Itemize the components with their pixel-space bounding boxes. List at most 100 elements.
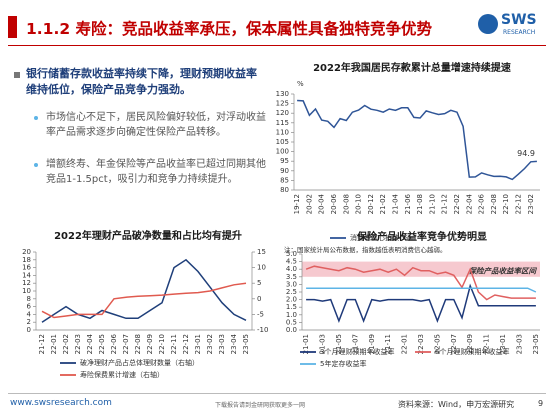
y-tick-label: 3.0 (286, 280, 297, 288)
bullet-dot (34, 116, 38, 120)
series-line (305, 265, 536, 301)
x-tick-label: 22-02 (453, 194, 461, 214)
y-tick-label: -10 (257, 326, 268, 334)
x-tick-label: 22-11 (483, 334, 491, 354)
x-tick-label: 22-09 (146, 334, 154, 354)
footer-rule (8, 393, 546, 394)
y-tick-label: 16 (22, 264, 31, 272)
series-line (297, 99, 537, 181)
x-tick-label: 21-05 (335, 334, 343, 354)
legend-label: 寿险保费累计增速（右轴） (80, 370, 164, 379)
y-tick-label: 105 (276, 138, 289, 146)
y-tick-label: 125 (276, 100, 289, 108)
slide-title: 1.1.2 寿险：竞品收益率承压，保本属性具备独特竞争优势 (26, 20, 433, 38)
y-tick-label: 1.5 (286, 303, 297, 311)
summary-bullet: 市场信心不足下，居民风险偏好较低，对浮动收益率产品需求逐步向确定性保险产品转移。 (46, 112, 266, 138)
x-tick-label: 20-04 (318, 193, 326, 214)
yield-band (302, 261, 540, 277)
x-tick-label: 22-05 (98, 334, 106, 354)
x-tick-label: 21-08 (416, 194, 424, 214)
y-tick-label: 130 (276, 90, 289, 98)
series-line (41, 282, 247, 319)
annotation: 保险产品收益率区间 (469, 267, 538, 276)
y-tick-label: 18 (22, 256, 31, 264)
y-tick-label: 0 (257, 295, 261, 303)
x-tick-label: 22-09 (466, 334, 474, 354)
x-tick-label: 22-08 (490, 194, 498, 214)
y-tick-label: 20 (22, 248, 31, 256)
y-tick-label: 95 (280, 157, 289, 165)
footer-website: www.swsresearch.com (10, 398, 112, 408)
x-tick-label: 21-02 (379, 194, 387, 214)
x-tick-label: 20-06 (330, 193, 338, 214)
x-tick-label: 19-12 (293, 194, 301, 214)
x-tick-label: 20-08 (342, 194, 350, 214)
chart-title: 2022年我国居民存款累计总量增速持续提速 (313, 61, 511, 74)
summary-bullet: 增额终寿、年金保险等产品收益率已超过同期其他竞品1-1.5pct，吸引力和竞争力… (46, 159, 266, 185)
summary-heading: 银行储蓄存款收益率持续下降，理财预期收益率维持低位，保险产品竞争力强劲。 (26, 67, 257, 96)
y-tick-label: 80 (280, 186, 289, 194)
x-tick-label: 20-02 (305, 194, 313, 214)
heading-bullet (14, 72, 20, 78)
x-tick-label: 23-02 (527, 194, 535, 214)
y-unit: % (297, 80, 304, 88)
x-tick-label: 22-03 (417, 334, 425, 354)
y-tick-label: 6 (27, 303, 32, 311)
y-tick-label: 4.0 (286, 265, 297, 273)
logo-sub: RESEARCH (503, 29, 536, 36)
x-tick-label: 21-09 (368, 334, 376, 354)
x-tick-label: 21-01 (302, 334, 310, 354)
series-line (41, 258, 247, 323)
x-tick-label: 20-12 (367, 194, 375, 214)
legend-label: 破净理财产品占总体理财数量（右轴） (80, 358, 199, 367)
logo-icon (478, 14, 498, 34)
chart-title: 保险产品收益率竞争优势明显 (356, 230, 487, 243)
y-tick-label: 8 (27, 295, 31, 303)
y-tick-label: 5 (257, 279, 261, 287)
y-tick-label: 4.5 (286, 258, 297, 266)
x-tick-label: 21-03 (319, 334, 327, 354)
x-tick-label: 22-01 (50, 334, 58, 354)
x-tick-label: 22-05 (433, 334, 441, 354)
x-tick-label: 21-11 (384, 334, 392, 354)
legend-label: 6个月理财预期年收益率 (435, 347, 509, 356)
y-tick-label: 85 (280, 176, 289, 184)
y-tick-label: 4 (27, 310, 32, 318)
y-tick-label: 10 (257, 264, 266, 272)
y-tick-label: 2 (27, 318, 31, 326)
x-tick-label: 23-03 (515, 334, 523, 354)
y-tick-label: 100 (276, 148, 289, 156)
y-tick-label: 90 (280, 167, 289, 175)
x-tick-label: 21-06 (404, 193, 412, 214)
y-tick-label: 15 (257, 248, 266, 256)
x-tick-label: 23-05 (532, 334, 540, 354)
y-tick-label: 2.0 (286, 296, 297, 304)
y-tick-label: 120 (276, 109, 289, 117)
y-tick-label: 115 (276, 119, 289, 127)
x-tick-label: 22-04 (86, 333, 94, 354)
y-tick-label: 1.0 (286, 311, 297, 319)
y-tick-label: 3.5 (286, 273, 297, 281)
x-tick-label: 22-03 (74, 334, 82, 354)
x-tick-label: 21-12 (38, 334, 46, 354)
legend-label: 消费者信心指数(%) (350, 233, 411, 242)
y-tick-label: 12 (22, 279, 31, 287)
footer-source: 资料来源：Wind，申万宏源研究 (398, 400, 515, 409)
x-tick-label: 22-10 (158, 334, 166, 354)
legend-label: 5年定存收益率 (320, 359, 366, 368)
logo-text: SWS (501, 12, 537, 28)
x-tick-label: 22-07 (122, 334, 130, 354)
series-line (306, 287, 537, 293)
x-tick-label: 21-12 (441, 194, 449, 214)
page-number: 9 (538, 399, 544, 408)
data-label: 94.9 (517, 149, 535, 158)
x-tick-label: 22-06 (478, 193, 486, 214)
x-tick-label: 23-05 (242, 334, 250, 354)
y-tick-label: 14 (22, 271, 31, 279)
x-tick-label: 22-01 (401, 334, 409, 354)
chart-title: 2022年理财产品破净数量和占比均有提升 (54, 229, 242, 242)
x-tick-label: 20-10 (355, 194, 363, 214)
chart-note: 注：国家统计局公布数据，指数越低表明消费信心越弱。 (284, 245, 447, 254)
logo: SWS RESEARCH (476, 10, 546, 40)
